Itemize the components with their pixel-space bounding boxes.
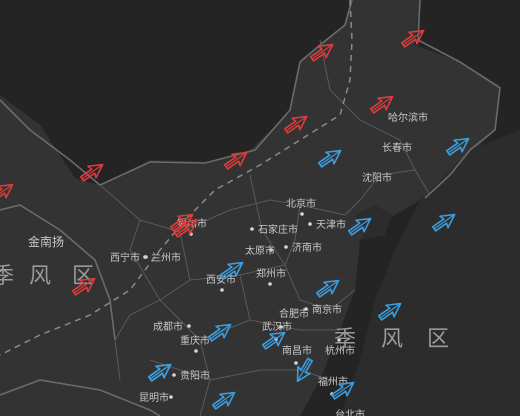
city-label-taibei: 台北市 [335,408,365,416]
monsoon-boundary-line [0,0,353,356]
city-label-jinan: 济南市 [292,241,322,254]
city-kunming: 昆明市 [139,391,173,404]
city-hefei: 合肥市 [279,307,309,329]
city-tianjin: 天津市 [308,218,346,231]
city-marker-hangzhou [337,338,341,342]
city-marker-zhengzhou [268,282,272,286]
zone-label-west-char-2: 风 [29,264,51,289]
city-chengdu: 成都市 [153,320,191,333]
city-marker-beijing [300,212,304,216]
city-label-guiyang: 贵阳市 [180,369,210,382]
region-label-jinnanyang: 金南扬 [28,234,64,249]
city-marker-xian [220,288,224,292]
sea-east [340,130,520,416]
city-marker-taiyuan [269,248,273,252]
city-zhengzhou: 郑州市 [256,267,286,286]
zone-label-east-char-2: 风 [381,327,403,352]
city-lanzhou: 兰州市 [143,251,181,264]
city-marker-kunming [169,395,173,399]
city-nanjing: 南京市 [304,303,342,316]
city-taiyuan: 太原市 [245,244,275,257]
city-marker-guiyang [172,373,176,377]
city-label-lanzhou: 兰州市 [151,251,181,264]
city-label-xining: 西宁市 [110,251,140,264]
city-label-nanjing: 南京市 [312,303,342,316]
city-changchun: 长春市 [382,141,412,154]
city-marker-tianjin [308,222,312,226]
city-label-hefei: 合肥市 [279,307,309,320]
city-haerbin: 哈尔滨市 [388,111,428,124]
border-southwest [0,379,161,416]
city-label-beijing: 北京市 [286,197,316,210]
city-layer: 哈尔滨市长春市沈阳市北京市天津市石家庄市太原市济南市银川市西宁市兰州市郑州市西安… [110,111,428,416]
city-label-haerbin: 哈尔滨市 [388,111,428,124]
city-marker-chongqing [194,349,198,353]
city-marker-jinan [284,245,288,249]
border-northeast [417,0,501,199]
city-label-wuhan: 武汉市 [262,320,292,333]
city-marker-shijiazhuang [250,227,254,231]
city-label-hangzhou: 杭州市 [325,344,355,357]
city-shenyang: 沈阳市 [362,171,392,184]
city-label-changchun: 长春市 [382,141,412,154]
city-chongqing: 重庆市 [180,334,210,353]
city-label-tianjin: 天津市 [316,218,346,231]
city-beijing: 北京市 [286,197,316,216]
city-guiyang: 贵阳市 [172,369,210,382]
zone-label-east-char-3: 区 [427,327,449,352]
city-label-taiyuan: 太原市 [245,244,275,257]
zone-label-east: 季 风 区 [334,327,449,352]
city-marker-nanchang [294,361,298,365]
city-marker-nanjing [304,307,308,311]
city-label-chengdu: 成都市 [153,320,183,333]
city-jinan: 济南市 [284,241,322,254]
city-label-nanchang: 南昌市 [282,344,312,357]
city-label-chongqing: 重庆市 [180,334,210,347]
city-taibei: 台北市 [335,408,365,416]
city-hangzhou: 杭州市 [325,338,355,357]
city-marker-lanzhou [143,255,147,259]
city-label-shenyang: 沈阳市 [362,171,392,184]
border-west [0,204,116,341]
zone-label-east-char-1: 季 [334,327,356,352]
city-label-shijiazhuang: 石家庄市 [258,223,298,236]
city-label-fuzhou: 福州市 [318,375,348,388]
province-borders [99,39,431,416]
city-label-zhengzhou: 郑州市 [256,267,286,280]
city-marker-hefei [279,325,283,329]
zone-label-west-char-1: 季 [0,264,14,289]
china-landmass [0,0,500,416]
city-marker-chengdu [187,324,191,328]
city-nanchang: 南昌市 [282,344,312,365]
border-north [0,0,353,186]
city-shijiazhuang: 石家庄市 [250,223,298,236]
city-label-kunming: 昆明市 [139,391,169,404]
